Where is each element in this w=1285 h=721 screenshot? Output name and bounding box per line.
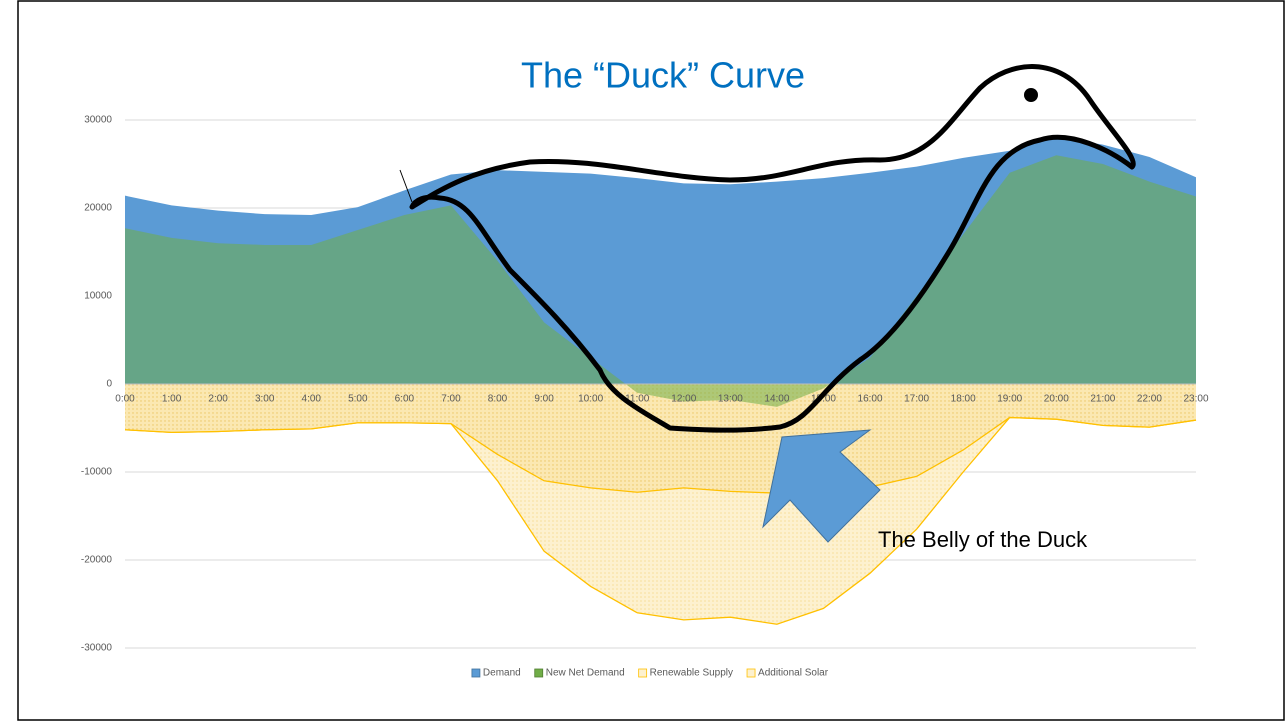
annotation: The Belly of the Duck [878,527,1088,552]
y-tick-label: 30000 [84,115,112,126]
x-tick-label: 7:00 [441,394,461,405]
belly-arrow [762,429,881,543]
area [125,155,1196,407]
y-tick-label: -20000 [81,555,113,566]
y-tick-label: 10000 [84,291,112,302]
x-tick-label: 19:00 [997,394,1022,405]
x-tick-label: 18:00 [951,394,976,405]
legend-label: Additional Solar [758,668,829,679]
x-tick-label: 4:00 [302,394,322,405]
x-tick-label: 11:00 [625,394,650,405]
duck-eye [1024,88,1038,102]
x-tick-label: 8:00 [488,394,508,405]
chart-title: The “Duck” Curve [521,55,805,96]
x-tick-label: 16:00 [858,394,883,405]
y-tick-label: 20000 [84,203,112,214]
x-tick-label: 17:00 [904,394,929,405]
legend-label: Demand [483,668,521,679]
x-tick-label: 5:00 [348,394,368,405]
legend-swatch [534,668,544,678]
x-tick-label: 9:00 [534,394,554,405]
legend-swatch [471,668,481,678]
pointer-line [399,169,413,203]
x-tick-label: 20:00 [1044,394,1069,405]
x-tick-label: 10:00 [578,394,603,405]
x-tick-label: 0:00 [115,394,135,405]
x-tick-label: 13:00 [718,394,743,405]
x-tick-label: 14:00 [764,394,789,405]
legend-swatch [638,668,648,678]
x-tick-label: 3:00 [255,394,275,405]
x-tick-label: 22:00 [1137,394,1162,405]
legend-label: New Net Demand [546,668,625,679]
x-tick-label: 12:00 [671,394,696,405]
x-tick-label: 23:00 [1183,394,1208,405]
area-line [124,416,1197,494]
y-tick-label: 0 [106,379,112,390]
area [125,384,1196,494]
x-tick-label: 1:00 [162,394,182,405]
legend-swatch [746,668,756,678]
x-tick-label: 15:00 [811,394,836,405]
legend-label: Renewable Supply [650,668,733,679]
duck-outline [409,64,1136,433]
x-tick-label: 6:00 [395,394,415,405]
x-tick-label: 2:00 [208,394,228,405]
x-tick-label: 21:00 [1090,394,1115,405]
y-tick-label: -30000 [81,643,113,654]
y-tick-label: -10000 [81,467,113,478]
